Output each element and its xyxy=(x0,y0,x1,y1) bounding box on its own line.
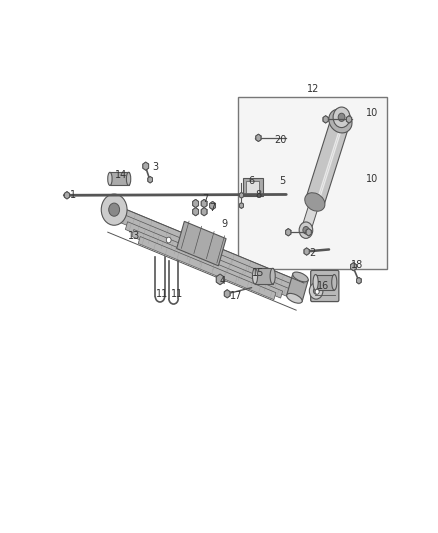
Polygon shape xyxy=(201,199,207,207)
Polygon shape xyxy=(177,221,226,266)
Circle shape xyxy=(338,113,345,122)
Polygon shape xyxy=(316,274,334,290)
Text: 5: 5 xyxy=(279,176,285,186)
Ellipse shape xyxy=(293,272,308,282)
Text: 4: 4 xyxy=(220,277,226,286)
Text: 10: 10 xyxy=(366,174,378,184)
Text: 8: 8 xyxy=(255,190,261,200)
Polygon shape xyxy=(240,203,244,208)
Polygon shape xyxy=(224,290,230,298)
Polygon shape xyxy=(287,274,308,302)
Polygon shape xyxy=(323,116,328,123)
Polygon shape xyxy=(132,230,283,298)
Polygon shape xyxy=(286,229,291,236)
Polygon shape xyxy=(193,199,198,207)
Polygon shape xyxy=(302,194,321,230)
Bar xyxy=(243,178,263,196)
Polygon shape xyxy=(138,237,276,300)
Bar xyxy=(246,181,259,193)
Circle shape xyxy=(315,289,319,294)
Text: 1: 1 xyxy=(71,190,77,200)
Ellipse shape xyxy=(313,274,318,290)
Polygon shape xyxy=(210,201,215,209)
Polygon shape xyxy=(64,191,70,199)
Circle shape xyxy=(303,227,309,234)
Polygon shape xyxy=(256,134,261,142)
Polygon shape xyxy=(193,207,198,216)
Polygon shape xyxy=(113,205,304,292)
Polygon shape xyxy=(125,222,290,296)
Polygon shape xyxy=(346,116,352,123)
Polygon shape xyxy=(143,162,148,170)
Polygon shape xyxy=(306,229,311,236)
Polygon shape xyxy=(201,207,207,216)
Ellipse shape xyxy=(252,268,258,284)
Ellipse shape xyxy=(108,172,112,185)
Circle shape xyxy=(109,203,120,216)
Text: 20: 20 xyxy=(274,135,287,145)
Circle shape xyxy=(101,194,127,225)
Text: 7: 7 xyxy=(203,195,209,204)
Text: 15: 15 xyxy=(252,268,265,278)
Polygon shape xyxy=(110,172,129,185)
Polygon shape xyxy=(255,268,273,284)
Bar xyxy=(238,97,387,269)
Text: 10: 10 xyxy=(366,108,378,118)
Ellipse shape xyxy=(286,293,302,303)
Text: 9: 9 xyxy=(222,219,227,229)
Ellipse shape xyxy=(332,274,337,290)
Polygon shape xyxy=(357,277,361,284)
Text: 2: 2 xyxy=(310,248,316,258)
Polygon shape xyxy=(350,263,357,271)
Text: 13: 13 xyxy=(128,231,141,241)
Polygon shape xyxy=(119,214,297,295)
Text: 17: 17 xyxy=(230,291,243,301)
Ellipse shape xyxy=(329,109,352,133)
Text: 3: 3 xyxy=(152,161,158,172)
Circle shape xyxy=(309,282,323,299)
Circle shape xyxy=(333,107,350,127)
Circle shape xyxy=(299,222,313,238)
Ellipse shape xyxy=(305,193,325,211)
Text: 11: 11 xyxy=(155,289,168,299)
Circle shape xyxy=(314,288,319,294)
Polygon shape xyxy=(306,119,349,206)
Polygon shape xyxy=(216,274,224,285)
Text: 12: 12 xyxy=(307,84,319,94)
Text: 18: 18 xyxy=(351,260,363,270)
Text: 14: 14 xyxy=(115,170,127,180)
Text: 16: 16 xyxy=(317,280,329,290)
Text: 7: 7 xyxy=(209,204,216,213)
Ellipse shape xyxy=(127,172,131,185)
Circle shape xyxy=(181,244,186,249)
Text: 6: 6 xyxy=(249,176,254,186)
FancyBboxPatch shape xyxy=(311,270,339,302)
Polygon shape xyxy=(304,248,309,255)
Circle shape xyxy=(166,237,171,243)
Ellipse shape xyxy=(270,268,275,284)
Circle shape xyxy=(197,249,201,255)
Polygon shape xyxy=(240,192,244,198)
Polygon shape xyxy=(148,176,152,183)
Text: 11: 11 xyxy=(171,289,183,299)
